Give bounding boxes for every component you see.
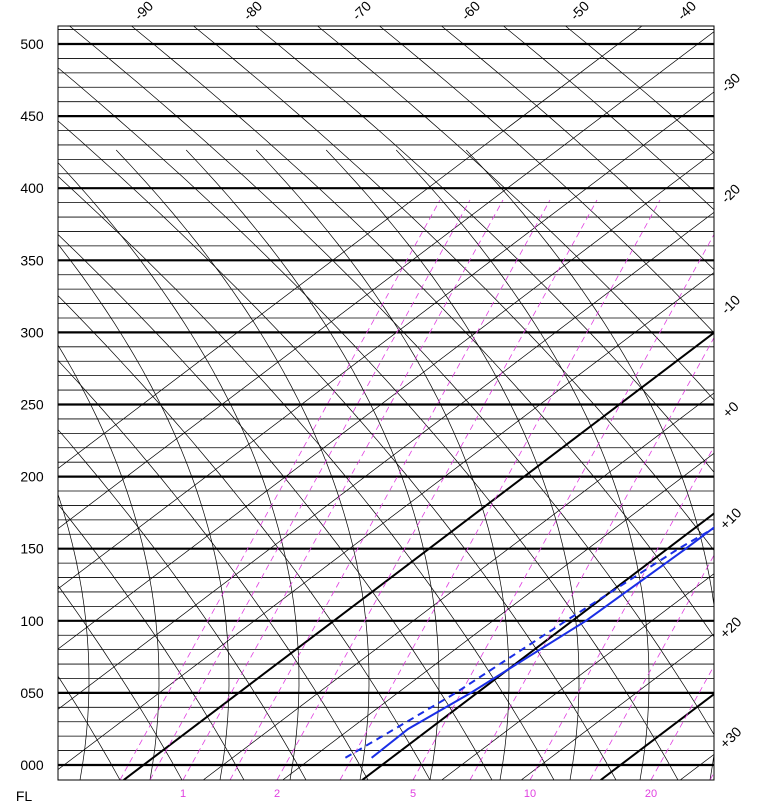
right-isotherm-label: -30 bbox=[718, 70, 744, 96]
dry-adiabat-line bbox=[503, 26, 714, 211]
series-layer bbox=[344, 526, 714, 759]
right-isotherm-label: +0 bbox=[719, 398, 742, 421]
dry-adiabat-line bbox=[58, 175, 555, 780]
mixing-ratio-label: 10 bbox=[524, 788, 536, 800]
y-axis-label: FL bbox=[16, 788, 33, 804]
isotherm-line bbox=[58, 31, 714, 530]
isotherm-line bbox=[58, 26, 643, 469]
moist-adiabat-line bbox=[58, 243, 230, 780]
dry-adiabat-line bbox=[379, 26, 714, 334]
dry-adiabat-line bbox=[58, 295, 431, 780]
isotherm-label: -90 bbox=[131, 0, 157, 23]
dry-adiabat-line bbox=[58, 67, 679, 780]
fl-tick-label: 100 bbox=[20, 613, 44, 629]
isotherm-line bbox=[58, 272, 714, 770]
dry-adiabat-line bbox=[58, 584, 183, 780]
moist-adiabat-line bbox=[255, 149, 510, 780]
fl-tick-label: 150 bbox=[20, 541, 44, 557]
dry-adiabat-line bbox=[58, 429, 307, 780]
moist-adiabat-line bbox=[58, 162, 300, 780]
right-isotherm-label: -10 bbox=[718, 292, 744, 318]
mixing-ratio-line bbox=[119, 199, 441, 780]
moist-adiabat-line bbox=[58, 493, 90, 780]
right-isotherm-label: +10 bbox=[716, 504, 744, 532]
dewpoint-line bbox=[344, 526, 714, 759]
fl-tick-label: 500 bbox=[20, 36, 44, 52]
mixing-ratio-line bbox=[149, 199, 471, 780]
fl-tick-label: 400 bbox=[20, 180, 44, 196]
mixing-ratio-line bbox=[469, 336, 714, 780]
dry-adiabat-line bbox=[69, 26, 714, 736]
dry-adiabat-line bbox=[193, 26, 714, 551]
mixing-ratio-line bbox=[412, 233, 714, 780]
isotherm-label: -70 bbox=[349, 0, 375, 23]
dry-adiabat-line bbox=[58, 120, 617, 780]
isotherm-line bbox=[58, 211, 714, 710]
fl-tick-label: 050 bbox=[20, 685, 44, 701]
right-isotherm-label: +20 bbox=[716, 613, 744, 641]
isotherm-line bbox=[58, 151, 714, 650]
fl-tick-label: 450 bbox=[20, 108, 44, 124]
fl-tick-label: 000 bbox=[20, 757, 44, 773]
moist-adiabat-line bbox=[58, 344, 160, 780]
isotherm-line bbox=[441, 573, 714, 780]
dry-adiabat-line bbox=[131, 26, 714, 638]
isotherm-line bbox=[679, 753, 714, 780]
temperature-line bbox=[370, 526, 714, 759]
mixing-ratio-line bbox=[589, 554, 714, 780]
isotherm-label: -50 bbox=[567, 0, 593, 23]
dry-adiabat-line bbox=[255, 26, 714, 473]
isotherm-line bbox=[202, 392, 714, 780]
fl-tick-label: 300 bbox=[20, 324, 44, 340]
series-area bbox=[344, 526, 714, 759]
fl-tick-label: 200 bbox=[20, 469, 44, 485]
moist-adiabat-line bbox=[115, 149, 370, 780]
dry-adiabat-line bbox=[58, 233, 493, 780]
fl-tick-label: 250 bbox=[20, 397, 44, 413]
mixing-ratio-line bbox=[529, 445, 714, 780]
mixing-ratio-line bbox=[182, 199, 504, 780]
mixing-ratio-line bbox=[650, 664, 714, 780]
fl-tick-label: 350 bbox=[20, 252, 44, 268]
isotherm-major-line bbox=[361, 512, 714, 780]
right-isotherm-label: +30 bbox=[716, 723, 744, 751]
mixing-ratio-label: 20 bbox=[645, 788, 657, 800]
moist-adiabat-line bbox=[325, 149, 580, 780]
mixing-ratio-label: 2 bbox=[274, 788, 280, 800]
mixing-ratio-line bbox=[709, 771, 714, 780]
isotherm-major-line bbox=[123, 331, 714, 780]
moist-adiabat-line bbox=[395, 149, 650, 780]
moist-adiabat-line bbox=[465, 149, 714, 780]
isotherm-line bbox=[58, 91, 714, 590]
dry-adiabat-line bbox=[58, 503, 245, 780]
mixing-ratio-line bbox=[339, 199, 661, 780]
plot-area bbox=[58, 26, 714, 780]
isotherm-label: -60 bbox=[458, 0, 484, 23]
isotherm-label: -80 bbox=[240, 0, 266, 23]
moist-adiabat-line bbox=[185, 149, 440, 780]
dry-adiabat-line bbox=[441, 26, 714, 271]
right-isotherm-label: -20 bbox=[718, 181, 744, 207]
grid-layer bbox=[57, 25, 715, 781]
mixing-ratio-label: 5 bbox=[410, 788, 416, 800]
isotherm-line bbox=[282, 452, 714, 780]
dry-adiabat-line bbox=[317, 26, 714, 401]
mixing-ratio-label: 1 bbox=[180, 788, 186, 800]
labels-layer: 000050100150200250300350400450500550-90-… bbox=[20, 0, 744, 800]
isotherm-line bbox=[520, 633, 714, 780]
isotherm-line bbox=[123, 332, 714, 780]
dry-adiabat-line bbox=[58, 359, 369, 780]
mixing-ratio-line bbox=[276, 199, 598, 780]
dry-adiabat-line bbox=[58, 675, 121, 780]
isotherm-label: -40 bbox=[674, 0, 700, 23]
plot-frame bbox=[57, 25, 715, 781]
mixing-ratio-line bbox=[229, 199, 551, 780]
dry-adiabat-line bbox=[565, 26, 714, 154]
